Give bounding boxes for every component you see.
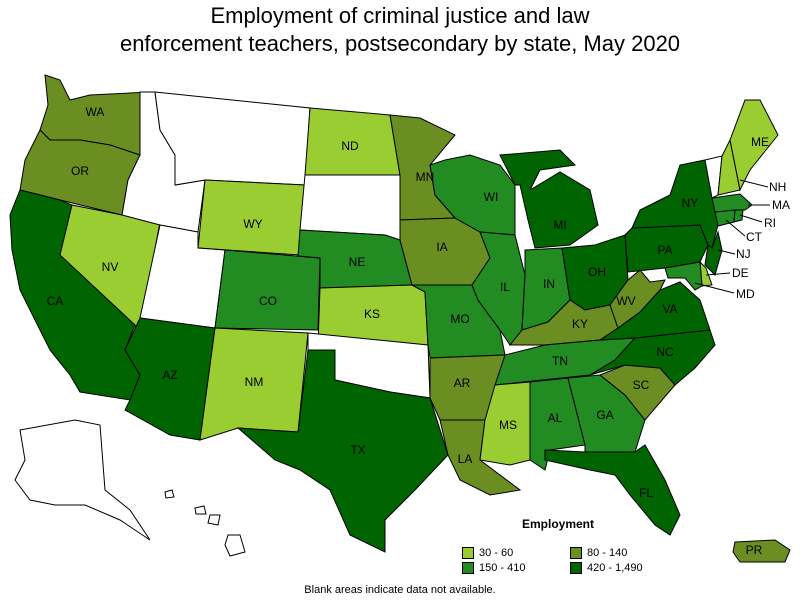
label-az: AZ (162, 368, 177, 382)
label-va: VA (662, 302, 677, 316)
legend-item-1: 30 - 60 (462, 547, 513, 559)
state-ak[interactable] (14, 419, 151, 541)
label-ne: NE (349, 255, 366, 269)
legend-swatch-2 (570, 547, 582, 559)
label-ks: KS (364, 307, 380, 321)
label-nm: NM (245, 375, 264, 389)
state-pr[interactable] (732, 539, 791, 563)
title-line-1: Employment of criminal justice and law (210, 3, 590, 28)
label-ms: MS (499, 418, 517, 432)
legend-label-3: 150 - 410 (479, 562, 526, 574)
state-labels: WA OR CA NV WY AZ CO NM ND NE KS TX MN I… (47, 105, 790, 557)
state-ma[interactable] (711, 193, 753, 213)
legend-label-4: 420 - 1,490 (587, 562, 643, 574)
label-ct: CT (746, 230, 763, 244)
label-wv: WV (616, 294, 635, 308)
legend-swatch-3 (462, 562, 474, 574)
label-il: IL (500, 280, 510, 294)
label-in: IN (543, 277, 555, 291)
label-tx: TX (350, 443, 365, 457)
legend-label-1: 30 - 60 (479, 547, 514, 559)
legend-title: Employment (522, 517, 595, 531)
label-de: DE (732, 266, 749, 280)
state-ct[interactable] (714, 209, 736, 227)
label-ca: CA (47, 294, 64, 308)
legend-item-3: 150 - 410 (462, 562, 525, 574)
label-ma: MA (772, 198, 790, 212)
label-co: CO (259, 294, 277, 308)
label-al: AL (548, 411, 563, 425)
state-wv[interactable] (609, 269, 666, 329)
legend-swatch-4 (570, 562, 582, 574)
state-ri[interactable] (733, 209, 744, 223)
label-fl: FL (639, 486, 653, 500)
legend-label-2: 80 - 140 (587, 547, 628, 559)
state-hi[interactable] (164, 489, 246, 557)
label-nd: ND (341, 139, 359, 153)
label-nj: NJ (736, 247, 751, 261)
label-pa: PA (657, 243, 672, 257)
footnote: Blank areas indicate data not available. (304, 584, 496, 596)
label-ny: NY (682, 196, 699, 210)
map-title: Employment of criminal justice and law e… (0, 2, 800, 58)
label-nh: NH (769, 180, 786, 194)
label-ia: IA (436, 240, 447, 254)
label-nc: NC (656, 345, 674, 359)
state-tx[interactable] (236, 349, 449, 553)
label-wy: WY (243, 217, 262, 231)
label-oh: OH (588, 265, 606, 279)
label-ga: GA (596, 408, 613, 422)
label-ar: AR (454, 376, 471, 390)
label-wa: WA (86, 105, 105, 119)
label-ky: KY (572, 317, 588, 331)
state-md[interactable] (664, 261, 703, 291)
state-co[interactable] (214, 249, 321, 331)
state-sd[interactable] (299, 174, 401, 241)
state-mi[interactable] (499, 149, 599, 249)
state-nc[interactable] (589, 329, 716, 386)
legend-item-4: 420 - 1,490 (570, 562, 643, 574)
legend-swatch-1 (462, 547, 474, 559)
label-ri: RI (764, 216, 776, 230)
title-line-2: enforcement teachers, postsecondary by s… (119, 31, 681, 56)
label-mn: MN (416, 170, 435, 184)
label-tn: TN (552, 354, 568, 368)
state-me[interactable] (729, 99, 779, 192)
legend-item-2: 80 - 140 (570, 547, 627, 559)
label-la: LA (458, 452, 473, 466)
state-fl[interactable] (544, 444, 681, 536)
label-or: OR (71, 164, 89, 178)
state-mt[interactable] (154, 91, 311, 186)
leader-lines (694, 179, 770, 294)
label-mo: MO (450, 312, 469, 326)
label-wi: WI (484, 190, 499, 204)
label-mi: MI (553, 218, 566, 232)
label-sc: SC (633, 378, 650, 392)
state-il[interactable] (471, 231, 526, 346)
label-me: ME (751, 135, 769, 149)
label-pr: PR (746, 543, 763, 557)
label-md: MD (736, 287, 755, 301)
label-nv: NV (102, 260, 119, 274)
state-nj[interactable] (704, 230, 723, 276)
